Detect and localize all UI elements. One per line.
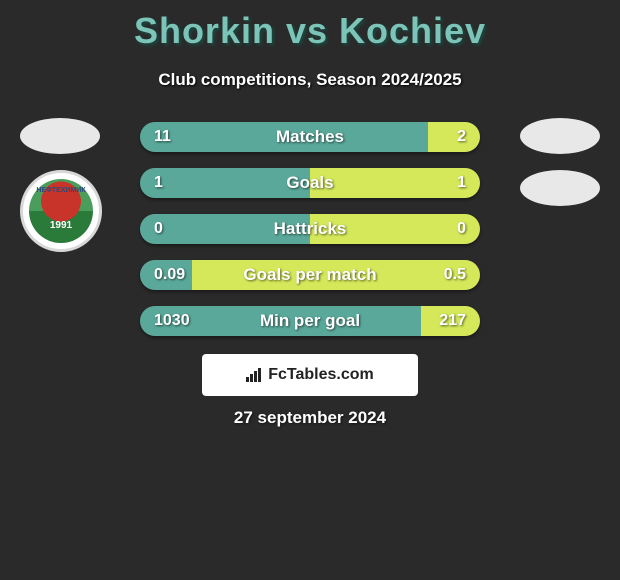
- stat-row: 00Hattricks: [140, 214, 480, 244]
- stat-label: Goals per match: [140, 265, 480, 285]
- comparison-infographic: Shorkin vs Kochiev Club competitions, Se…: [0, 0, 620, 580]
- stat-row: 1030217Min per goal: [140, 306, 480, 336]
- page-title: Shorkin vs Kochiev: [0, 0, 620, 52]
- club-logo-left: НЕФТЕХИМИК 1991: [20, 170, 102, 252]
- stat-label: Hattricks: [140, 219, 480, 239]
- brand-text: FcTables.com: [268, 366, 374, 384]
- left-player-badges: НЕФТЕХИМИК 1991: [20, 118, 102, 252]
- brand-box: FcTables.com: [202, 354, 418, 396]
- player-oval-left: [20, 118, 100, 154]
- stat-label: Min per goal: [140, 311, 480, 331]
- club-logo-year: 1991: [23, 220, 99, 231]
- player-oval-right-2: [520, 170, 600, 206]
- stat-row: 112Matches: [140, 122, 480, 152]
- stat-row: 0.090.5Goals per match: [140, 260, 480, 290]
- date-line: 27 september 2024: [0, 408, 620, 428]
- chart-icon: [246, 368, 264, 382]
- subtitle: Club competitions, Season 2024/2025: [0, 70, 620, 90]
- stat-label: Goals: [140, 173, 480, 193]
- stat-row: 11Goals: [140, 168, 480, 198]
- right-player-badges: [520, 118, 600, 222]
- stat-label: Matches: [140, 127, 480, 147]
- stats-bars: 112Matches 11Goals 00Hattricks 0.090.5Goals…: [140, 122, 480, 352]
- player-oval-right-1: [520, 118, 600, 154]
- club-logo-name: НЕФТЕХИМИК: [23, 187, 99, 194]
